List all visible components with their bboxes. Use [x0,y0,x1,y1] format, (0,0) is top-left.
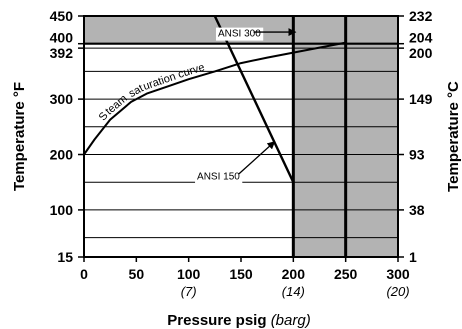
x-tick-label-150: 150 [229,266,253,282]
annotation-bg-0 [215,27,264,41]
y-tick-label-right-400: 204 [409,30,433,46]
x-tick-label-100: 100 [177,266,201,282]
x-tick-sub-200: (14) [282,284,305,299]
x-tick-label-250: 250 [334,266,358,282]
y-tick-label-right-450: 232 [409,8,433,24]
x-tick-label-200: 200 [282,266,306,282]
annotation-bg-1 [195,170,243,184]
x-tick-sub-100: (7) [181,284,197,299]
y-tick-label-left-15: 15 [57,249,73,265]
y-axis-title-left: Temperature °F [11,82,28,191]
y-tick-label-right-100: 38 [409,202,425,218]
x-tick-label-300: 300 [386,266,410,282]
series-line-1 [213,15,295,183]
y-tick-label-left-200: 200 [50,147,74,163]
x-tick-label-50: 50 [129,266,145,282]
y-tick-label-left-450: 450 [50,8,74,24]
y-tick-label-left-100: 100 [50,202,74,218]
annotation-label-1: ANSI 150 [197,172,240,183]
y-tick-label-right-200: 93 [409,147,425,163]
y-axis-title-right: Temperature °C [445,81,462,192]
x-axis-title-sub: (barg) [271,312,311,329]
y-tick-label-left-400: 400 [50,30,74,46]
y-tick-label-right-392: 200 [409,45,433,61]
y-tick-label-left-300: 300 [50,91,74,107]
x-tick-sub-300: (20) [386,284,409,299]
annotation-label-0: ANSI 300 [218,29,261,40]
annotation-arrow-1 [238,141,276,175]
y-tick-label-right-15: 1 [409,249,417,265]
x-axis-title: Pressure psig (barg) [167,312,310,329]
y-tick-label-left-392: 392 [50,45,74,61]
series-line-0 [83,41,346,156]
y-tick-label-right-300: 149 [409,91,433,107]
x-tick-label-0: 0 [80,266,88,282]
